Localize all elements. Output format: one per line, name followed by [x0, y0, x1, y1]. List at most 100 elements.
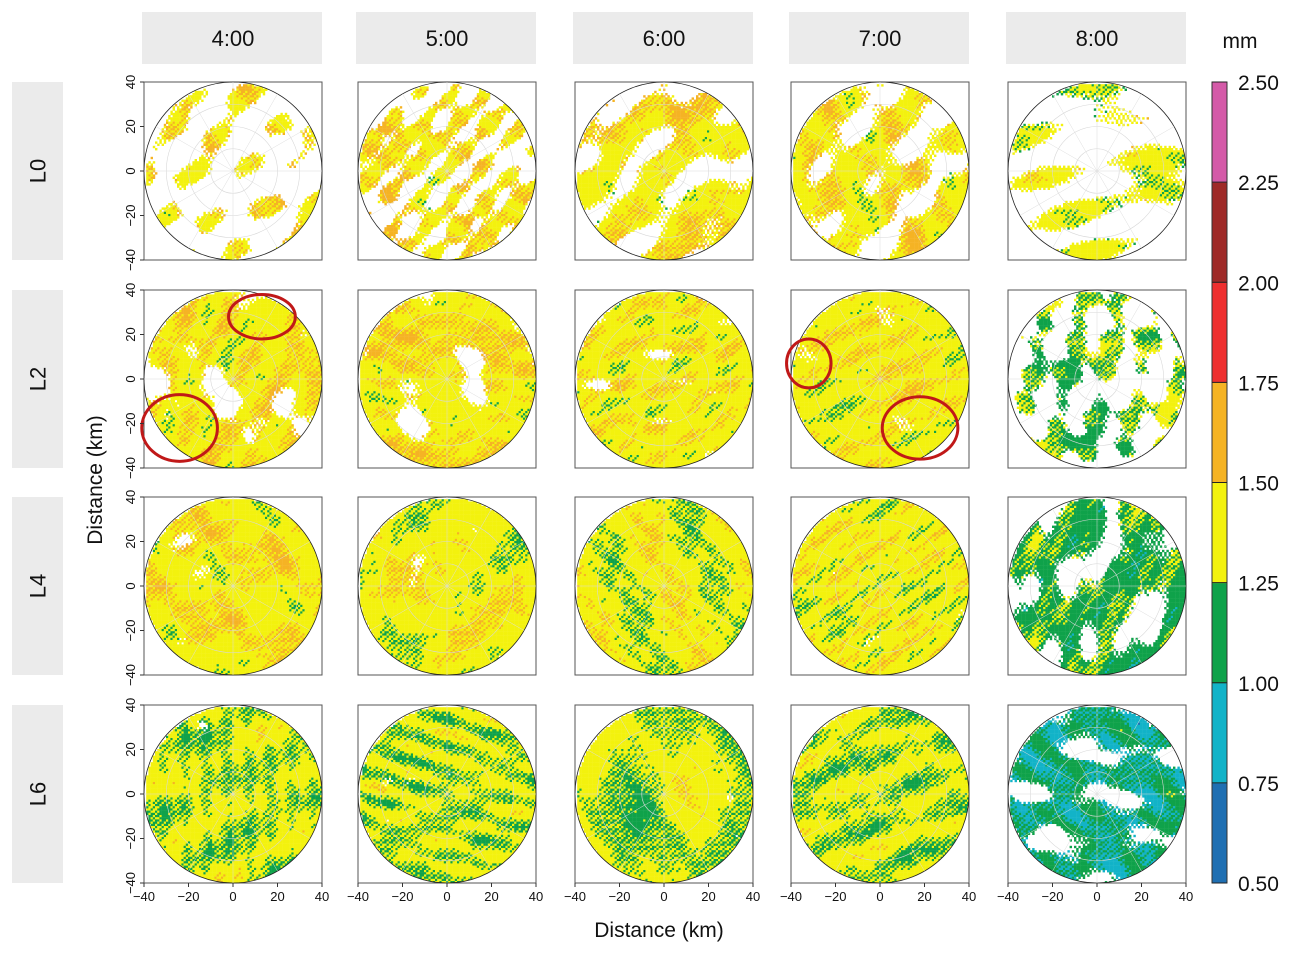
column-strip-8-00: 8:00	[1006, 12, 1186, 64]
column-strip-4-00: 4:00	[142, 12, 322, 64]
y-tick-label: 0	[123, 582, 138, 589]
row-strip-l2: L2	[12, 290, 63, 468]
x-tick-label: 40	[1179, 889, 1193, 904]
y-tick-label: −20	[123, 412, 138, 434]
panel-l2-6-00	[575, 290, 753, 468]
column-strip-label: 8:00	[1076, 26, 1119, 51]
x-tick-label: −40	[780, 889, 802, 904]
y-tick-label: 0	[123, 167, 138, 174]
column-strip-label: 4:00	[212, 26, 255, 51]
x-tick-label: −20	[1041, 889, 1063, 904]
y-tick-label: 40	[123, 75, 138, 89]
x-tick-label: −20	[608, 889, 630, 904]
panel-l0-4-00	[144, 82, 322, 260]
panel-l2-8-00	[1008, 290, 1186, 468]
x-tick-label: −40	[347, 889, 369, 904]
colorbar-segment	[1212, 382, 1227, 483]
x-tick-label: 20	[270, 889, 284, 904]
colorbar-tick-label: 0.75	[1238, 773, 1279, 796]
y-tick-label: 20	[123, 327, 138, 341]
panel-l0-6-00	[575, 82, 753, 260]
colorbar-segment	[1212, 583, 1227, 684]
x-tick-label: 40	[746, 889, 760, 904]
x-tick-label: 20	[1134, 889, 1148, 904]
colorbar: mm0.500.751.001.251.501.752.002.252.50	[1212, 30, 1279, 896]
y-tick-label: 20	[123, 119, 138, 133]
row-strip-label: L0	[26, 159, 51, 183]
panel-l4-7-00	[791, 497, 969, 675]
x-axis-5-00: −40 −20 0 20 40	[347, 883, 543, 904]
facet-panels	[142, 82, 1187, 883]
row-strip-l4: L4	[12, 497, 63, 675]
x-tick-label: −20	[391, 889, 413, 904]
row-strip-l0: L0	[12, 82, 63, 260]
column-strip-label: 5:00	[426, 26, 469, 51]
column-strip-label: 6:00	[643, 26, 686, 51]
colorbar-tick-label: 0.50	[1238, 873, 1279, 896]
x-tick-label: 0	[229, 889, 236, 904]
panel-l2-4-00	[142, 290, 323, 468]
panel-l4-6-00	[575, 497, 753, 675]
y-tick-label: −20	[123, 204, 138, 226]
x-tick-label: 40	[962, 889, 976, 904]
colorbar-segment	[1212, 282, 1227, 383]
y-tick-label: 40	[123, 283, 138, 297]
panel-l6-6-00	[575, 705, 753, 883]
x-tick-label: 40	[529, 889, 543, 904]
x-tick-label: 0	[876, 889, 883, 904]
panel-l0-8-00	[1008, 82, 1186, 260]
y-tick-label: −20	[123, 619, 138, 641]
x-tick-label: −40	[997, 889, 1019, 904]
x-tick-label: −40	[564, 889, 586, 904]
y-tick-label: 20	[123, 742, 138, 756]
colorbar-tick-label: 2.25	[1238, 172, 1279, 195]
panel-l4-4-00	[144, 497, 322, 675]
panel-l6-4-00	[144, 705, 322, 883]
column-strip-5-00: 5:00	[356, 12, 536, 64]
y-tick-label: −20	[123, 827, 138, 849]
x-tick-label: −20	[824, 889, 846, 904]
colorbar-segment	[1212, 783, 1227, 884]
x-axis-8-00: −40 −20 0 20 40	[997, 883, 1193, 904]
colorbar-segment	[1212, 82, 1227, 183]
panel-l4-8-00	[1008, 497, 1186, 675]
y-axis-l2: −40 −20 0 20 40	[123, 283, 144, 479]
y-tick-label: 0	[123, 375, 138, 382]
panel-l2-7-00	[787, 290, 970, 468]
colorbar-tick-label: 2.00	[1238, 272, 1279, 295]
y-tick-label: −40	[123, 249, 138, 271]
panel-l0-7-00	[791, 82, 969, 260]
x-tick-label: 20	[484, 889, 498, 904]
colorbar-segment	[1212, 683, 1227, 784]
x-axis-6-00: −40 −20 0 20 40	[564, 883, 760, 904]
panel-l0-5-00	[358, 82, 536, 260]
x-tick-label: 20	[917, 889, 931, 904]
colorbar-tick-label: 2.50	[1238, 72, 1279, 95]
colorbar-segment	[1212, 483, 1227, 584]
x-axis-title: Distance (km)	[594, 919, 724, 942]
x-tick-label: −40	[133, 889, 155, 904]
y-tick-label: −40	[123, 457, 138, 479]
panel-l4-5-00	[358, 497, 536, 675]
panel-l6-8-00	[1008, 705, 1186, 883]
row-strip-label: L6	[26, 782, 51, 806]
y-tick-label: 40	[123, 698, 138, 712]
colorbar-title: mm	[1223, 30, 1258, 53]
y-tick-label: −40	[123, 664, 138, 686]
x-tick-label: 0	[660, 889, 667, 904]
x-tick-label: −20	[177, 889, 199, 904]
y-tick-label: 40	[123, 490, 138, 504]
colorbar-tick-label: 1.25	[1238, 573, 1279, 596]
panel-l6-5-00	[358, 705, 536, 883]
colorbar-tick-label: 1.75	[1238, 372, 1279, 395]
colorbar-segment	[1212, 182, 1227, 283]
x-tick-label: 0	[1093, 889, 1100, 904]
colorbar-tick-label: 1.00	[1238, 673, 1279, 696]
x-axis-7-00: −40 −20 0 20 40	[780, 883, 976, 904]
panel-l2-5-00	[358, 290, 536, 468]
column-strip-7-00: 7:00	[789, 12, 969, 64]
row-strip-label: L2	[26, 367, 51, 391]
x-axis-4-00: −40 −20 0 20 40	[133, 883, 329, 904]
panel-l6-7-00	[791, 705, 969, 883]
